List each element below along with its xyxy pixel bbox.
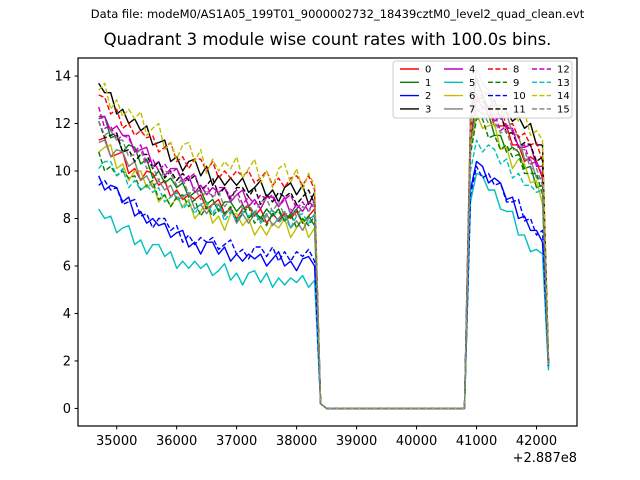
legend-label-5: 5 [469, 78, 475, 89]
legend-label-7: 7 [469, 104, 475, 115]
series-line-9 [98, 118, 550, 410]
x-tick-label: 39000 [336, 434, 377, 449]
legend-label-4: 4 [469, 65, 475, 76]
axes-frame [77, 57, 578, 427]
y-tick-label: 12 [54, 117, 71, 132]
legend-label-11: 11 [513, 104, 526, 115]
x-axis-offset-label: +2.887e8 [512, 451, 577, 466]
legend-label-8: 8 [513, 65, 519, 76]
legend-label-3: 3 [425, 104, 431, 115]
series-line-15 [98, 106, 550, 410]
series-line-10 [98, 165, 550, 410]
series-line-12 [98, 94, 550, 410]
legend-label-1: 1 [425, 78, 431, 89]
x-tick-label: 40000 [396, 434, 437, 449]
y-tick-label: 0 [63, 402, 71, 417]
legend-label-2: 2 [425, 91, 431, 102]
legend-label-13: 13 [557, 78, 570, 89]
y-tick-label: 8 [63, 212, 71, 227]
legend-label-15: 15 [557, 104, 570, 115]
legend-label-10: 10 [513, 91, 526, 102]
x-tick-label: 42000 [516, 434, 557, 449]
series-line-14 [98, 82, 550, 410]
x-tick-label: 37000 [216, 434, 257, 449]
chart-title: Quadrant 3 module wise count rates with … [103, 30, 552, 49]
legend-label-0: 0 [425, 65, 431, 76]
series-line-3 [98, 77, 550, 410]
series-line-7 [98, 68, 550, 410]
x-tick-label: 36000 [156, 434, 197, 449]
series-line-13 [98, 139, 550, 410]
series-line-5 [98, 172, 550, 410]
series-line-8 [98, 89, 550, 410]
y-tick-label: 2 [63, 354, 71, 369]
legend-box [392, 60, 573, 119]
legend-label-14: 14 [557, 91, 570, 102]
data-file-label: Data file: modeM0/AS1A05_199T01_90000027… [90, 7, 585, 21]
y-tick-label: 10 [54, 165, 71, 180]
series-line-6 [98, 113, 550, 410]
x-tick-label: 38000 [276, 434, 317, 449]
y-tick-label: 6 [63, 259, 71, 274]
x-tick-label: 41000 [456, 434, 497, 449]
legend-label-6: 6 [469, 91, 475, 102]
y-tick-label: 4 [63, 307, 71, 322]
x-tick-label: 35000 [96, 434, 137, 449]
legend-label-12: 12 [557, 65, 570, 76]
legend-label-9: 9 [513, 78, 519, 89]
series-line-1 [98, 108, 550, 410]
series-line-4 [98, 94, 550, 410]
y-tick-label: 14 [54, 70, 71, 85]
